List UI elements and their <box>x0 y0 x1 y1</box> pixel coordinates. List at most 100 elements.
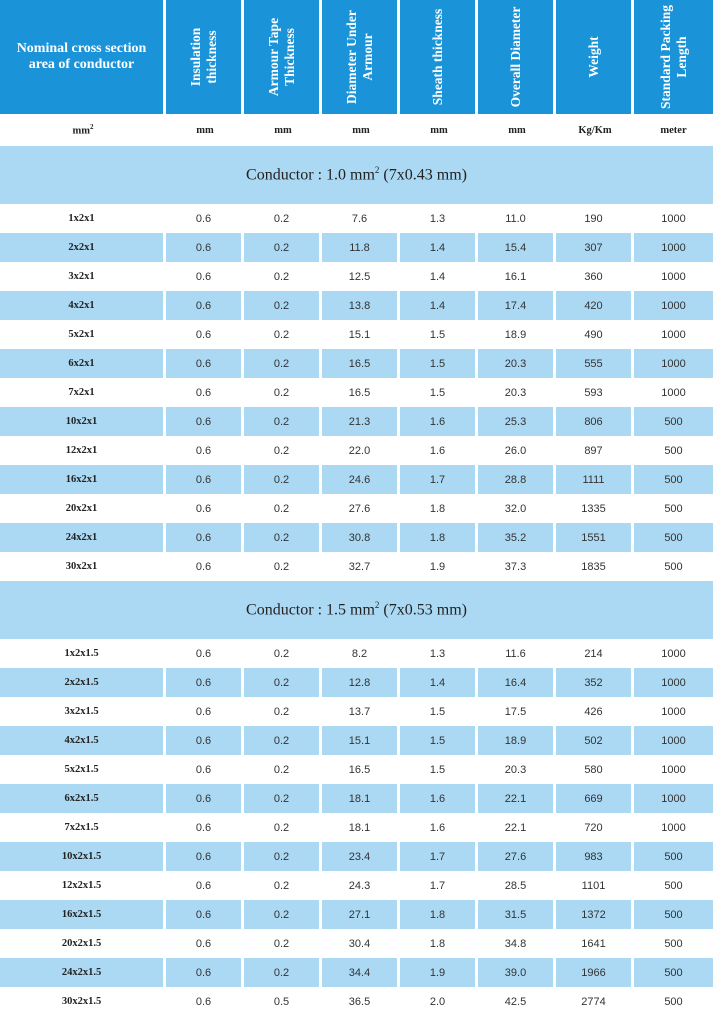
table-cell: 669 <box>556 784 634 813</box>
header-armour-tape-thickness: Armour Tape Thickness <box>244 0 322 114</box>
table-cell: 0.2 <box>244 291 322 320</box>
table-cell: 0.2 <box>244 204 322 233</box>
table-row: 12x2x1.5 0.6 0.2 24.3 1.7 28.5 1101 500 <box>0 871 713 900</box>
table-cell: 22.1 <box>478 813 556 842</box>
table-cell: 1.6 <box>400 436 478 465</box>
table-cell: 0.2 <box>244 465 322 494</box>
table-cell: 1966 <box>556 958 634 987</box>
table-cell: 0.2 <box>244 929 322 958</box>
cable-size-cell: 5x2x1 <box>0 320 166 349</box>
table-cell: 0.2 <box>244 900 322 929</box>
table-cell: 11.0 <box>478 204 556 233</box>
table-cell: 0.6 <box>166 958 244 987</box>
table-cell: 1000 <box>661 705 686 718</box>
table-cell: 1.3 <box>400 204 478 233</box>
table-cell: 1000 <box>634 726 713 755</box>
table-cell: 36.5 <box>322 987 400 1016</box>
table-cell: 352 <box>556 668 634 697</box>
table-cell: 1.5 <box>400 726 478 755</box>
table-cell: 27.1 <box>322 900 400 929</box>
cable-size-cell: 24x2x1.5 <box>0 958 166 987</box>
table-cell: 0.2 <box>244 320 322 349</box>
table-cell: 0.6 <box>166 697 244 726</box>
table-cell: 1.5 <box>400 697 478 726</box>
table-cell: 0.2 <box>244 436 322 465</box>
table-cell: 1.5 <box>400 320 478 349</box>
table-cell: 500 <box>664 995 683 1008</box>
cable-size-cell: 16x2x1 <box>0 465 166 494</box>
table-cell: 24.3 <box>322 871 400 900</box>
table-cell: 0.6 <box>166 320 244 349</box>
cable-size-cell: 10x2x1.5 <box>0 842 166 871</box>
table-cell: 0.6 <box>166 639 244 668</box>
table-cell: 22.0 <box>322 436 400 465</box>
table-cell: 1335 <box>556 494 634 523</box>
table-cell: 0.6 <box>166 378 244 407</box>
table-cell: 1.7 <box>400 871 478 900</box>
cable-size-cell: 16x2x1.5 <box>0 900 166 929</box>
table-cell: 15.4 <box>478 233 556 262</box>
table-cell: 27.6 <box>478 842 556 871</box>
table-cell: 1641 <box>556 929 634 958</box>
table-cell: 593 <box>556 378 634 407</box>
table-cell: 500 <box>634 958 713 987</box>
table-cell: 1.4 <box>400 291 478 320</box>
table-cell: 983 <box>556 842 634 871</box>
table-cell: 0.2 <box>244 494 322 523</box>
table-cell: 426 <box>556 697 634 726</box>
cable-size-cell: 30x2x1 <box>0 552 166 581</box>
table-cell: 1000 <box>634 291 713 320</box>
section-header: Conductor : 1.5 mm2 (7x0.53 mm) <box>0 581 713 639</box>
table-cell: 1.7 <box>400 842 478 871</box>
table-row: 20x2x1 0.6 0.2 27.6 1.8 32.0 1335 500 <box>0 494 713 523</box>
cable-size-cell: 2x2x1.5 <box>0 668 166 697</box>
unit-cell: Kg/Km <box>578 124 612 136</box>
table-row: 4x2x1.5 0.6 0.2 15.1 1.5 18.9 502 1000 <box>0 726 713 755</box>
table-row: 7x2x1 0.6 0.2 16.5 1.5 20.3 593 1000 <box>0 378 713 407</box>
table-cell: 42.5 <box>478 987 556 1016</box>
section-header: Conductor : 1.0 mm2 (7x0.43 mm) <box>0 146 713 204</box>
unit-cell: mm <box>430 124 448 136</box>
header-row: Nominal cross section area of conductor … <box>0 0 713 114</box>
cable-size-cell: 4x2x1 <box>0 291 166 320</box>
table-cell: 0.6 <box>166 755 244 784</box>
table-cell: 1.5 <box>400 755 478 784</box>
table-cell: 1101 <box>556 871 634 900</box>
section-title: Conductor : 1.5 mm2 (7x0.53 mm) <box>0 581 713 639</box>
table-cell: 0.2 <box>244 233 322 262</box>
table-cell: 8.2 <box>322 639 400 668</box>
table-cell: 7.6 <box>322 204 400 233</box>
table-row: 1x2x1 0.6 0.2 7.6 1.3 11.0 190 1000 <box>0 204 713 233</box>
table-cell: 1.4 <box>400 262 478 291</box>
unit-cell: mm <box>352 124 370 136</box>
section-title: Conductor : 1.0 mm2 (7x0.43 mm) <box>0 146 713 204</box>
table-cell: 18.1 <box>322 784 400 813</box>
table-cell: 500 <box>634 465 713 494</box>
table-cell: 1000 <box>661 212 686 225</box>
unit-cell: meter <box>660 124 687 136</box>
table-cell: 1.6 <box>400 407 478 436</box>
table-cell: 1.3 <box>400 639 478 668</box>
table-cell: 39.0 <box>478 958 556 987</box>
table-row: 10x2x1 0.6 0.2 21.3 1.6 25.3 806 500 <box>0 407 713 436</box>
table-cell: 0.6 <box>166 233 244 262</box>
table-cell: 1000 <box>634 233 713 262</box>
header-packing-length: Standard Packing Length <box>634 0 713 114</box>
table-cell: 0.6 <box>166 436 244 465</box>
table-cell: 0.2 <box>244 523 322 552</box>
table-cell: 0.2 <box>244 349 322 378</box>
table-cell: 32.0 <box>478 494 556 523</box>
table-cell: 1.8 <box>400 900 478 929</box>
table-cell: 15.1 <box>322 726 400 755</box>
table-cell: 34.4 <box>322 958 400 987</box>
table-row: 24x2x1.5 0.6 0.2 34.4 1.9 39.0 1966 500 <box>0 958 713 987</box>
cable-size-cell: 3x2x1 <box>0 262 166 291</box>
table-cell: 1111 <box>556 465 634 494</box>
cable-size-cell: 3x2x1.5 <box>0 697 166 726</box>
table-cell: 806 <box>556 407 634 436</box>
table-row: 3x2x1.5 0.6 0.2 13.7 1.5 17.5 426 1000 <box>0 697 713 726</box>
table-cell: 31.5 <box>478 900 556 929</box>
table-cell: 0.2 <box>244 871 322 900</box>
table-cell: 0.6 <box>166 871 244 900</box>
